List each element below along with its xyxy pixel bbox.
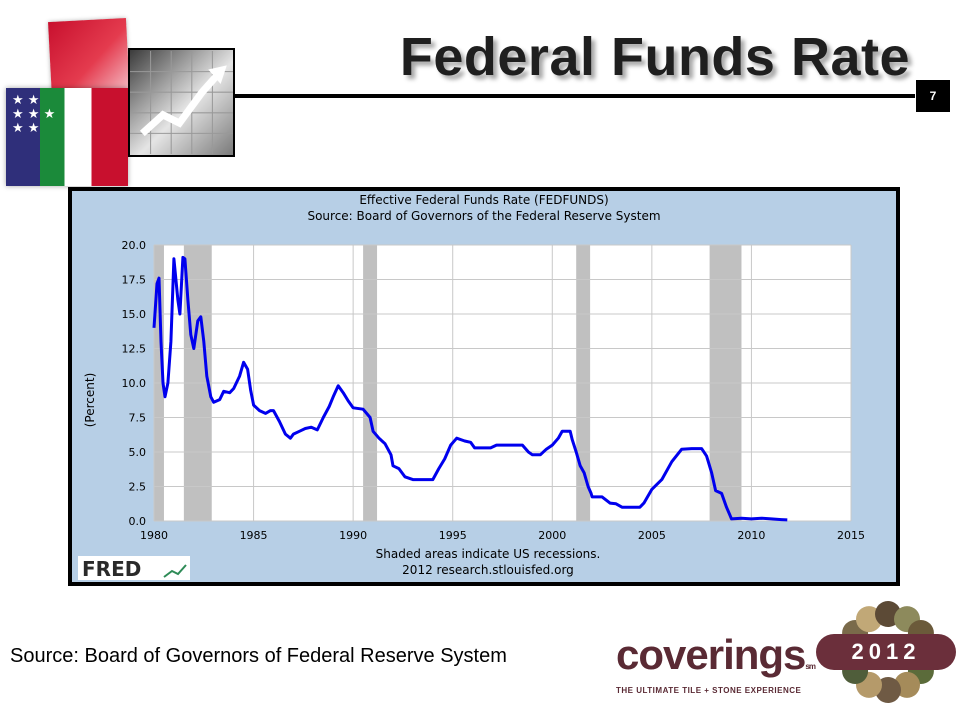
slide-title: Federal Funds Rate [399,27,910,87]
arrow-chart-icon [130,51,233,154]
x-tick-label: 1995 [439,529,467,542]
y-tick-label: 20.0 [122,239,147,252]
chart-subtitle: Source: Board of Governors of the Federa… [307,209,660,223]
chart-title: Effective Federal Funds Rate (FEDFUNDS) [359,193,608,207]
x-tick-label: 1980 [140,529,168,542]
x-tick-label: 2015 [837,529,865,542]
recession-note: Shaded areas indicate US recessions. [376,547,601,561]
title-underline [235,94,915,98]
us-italy-flags-image: ★ ★ ★ ★ ★ ★ ★ [6,88,128,186]
star-icons: ★ ★ ★ ★ ★ ★ ★ [12,93,56,136]
fedfunds-line [152,255,788,522]
rising-chart-image [128,48,235,157]
fedfunds-chart: Effective Federal Funds Rate (FEDFUNDS) … [72,191,896,582]
y-tick-label: 0.0 [129,515,147,528]
y-tick-label: 15.0 [122,308,147,321]
y-tick-label: 10.0 [122,377,147,390]
coverings-wordmark: coverings [616,631,806,678]
y-tick-label: 17.5 [122,274,147,287]
year-badge: 2012 [816,634,956,670]
y-tick-label: 12.5 [122,343,147,356]
y-tick-label: 5.0 [129,446,147,459]
x-tick-label: 2000 [538,529,566,542]
x-tick-label: 2010 [737,529,765,542]
fred-logo-icon [163,564,187,578]
footer-source: Source: Board of Governors of Federal Re… [10,645,507,667]
logo-cluster: ★ ★ ★ ★ ★ ★ ★ [0,10,240,186]
x-tick-label: 1985 [240,529,268,542]
coverings-tagline: THE ULTIMATE TILE + STONE EXPERIENCE [616,686,802,695]
y-tick-label: 7.5 [129,412,147,425]
chart-frame: Effective Federal Funds Rate (FEDFUNDS) … [68,187,900,586]
y-tick-label: 2.5 [129,481,147,494]
fred-logo: FRED [82,557,141,581]
service-mark: sm [805,662,816,671]
coverings-logo: coveringssm THE ULTIMATE TILE + STONE EX… [616,631,816,696]
fred-logo-box [78,556,190,580]
y-axis-label: (Percent) [83,373,97,428]
fred-url-note: 2012 research.stlouisfed.org [402,563,574,577]
slide-number: 7 [916,80,950,112]
x-tick-label: 1990 [339,529,367,542]
x-tick-label: 2005 [638,529,666,542]
